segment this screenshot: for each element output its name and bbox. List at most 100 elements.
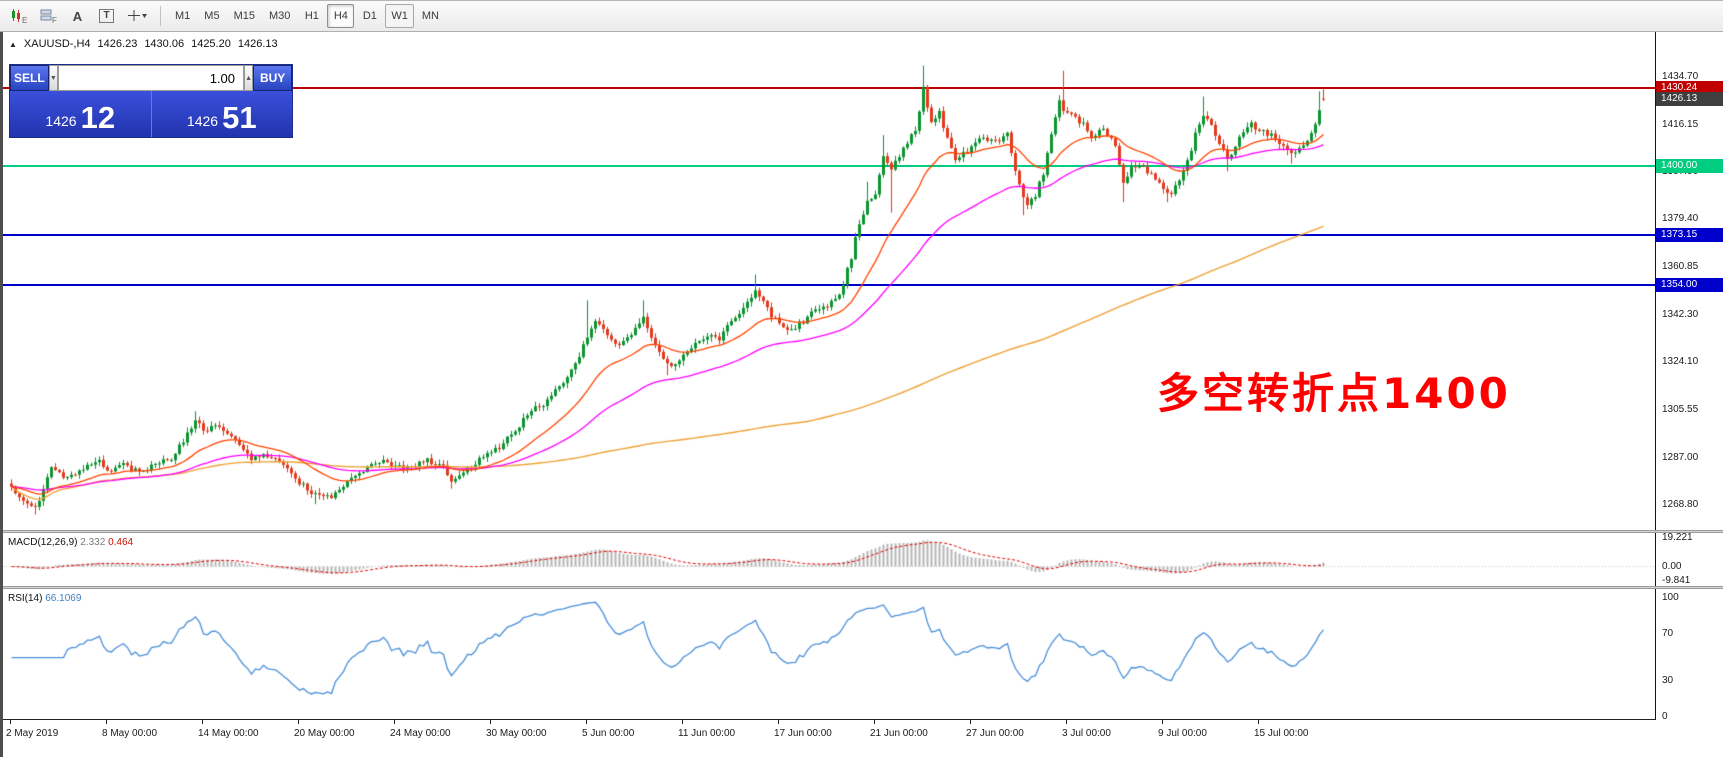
time-axis-tickmark [10, 720, 11, 724]
timeframe-d1[interactable]: D1 [362, 10, 377, 22]
time-axis-label: 15 Jul 00:00 [1254, 728, 1309, 739]
price-axis-tick: 1416.15 [1662, 118, 1699, 130]
ask-price-pips: 51 [222, 100, 257, 135]
symbol-name: XAUUSD-,H4 [23, 38, 91, 50]
time-axis-tickmark [1066, 720, 1067, 724]
svg-text:E: E [22, 16, 27, 24]
time-axis-label: 30 May 00:00 [486, 728, 547, 739]
tile-windows-button[interactable]: F [35, 4, 62, 28]
macd-axis-tick: 0.00 [1662, 560, 1682, 572]
sell-button[interactable]: SELL [10, 65, 49, 91]
bid-price-whole: 1426 [45, 113, 77, 129]
macd-indicator-canvas[interactable] [0, 533, 1655, 586]
bid-ask-divider [150, 91, 152, 137]
time-axis-tickmark [106, 720, 107, 724]
rsi-axis-tick: 100 [1662, 592, 1679, 604]
macd-axis-tick: -9.841 [1662, 575, 1691, 587]
time-axis[interactable]: 2 May 2019 8 May 00:00 14 May 00:00 20 May … [0, 719, 1656, 757]
time-axis-label: 3 Jul 00:00 [1062, 728, 1111, 739]
price-badge-1430.24: 1430.24 [1656, 81, 1723, 96]
time-axis-tickmark [778, 720, 779, 724]
ohlc-high: 1430.06 [144, 38, 185, 50]
pane-separator[interactable] [0, 586, 1723, 589]
timeframe-m1[interactable]: M1 [175, 10, 191, 22]
time-axis-label: 20 May 00:00 [294, 728, 355, 739]
time-axis-label: 8 May 00:00 [102, 728, 158, 739]
volume-input[interactable] [58, 65, 244, 91]
price-axis-tick: 1287.00 [1662, 451, 1699, 463]
time-axis-tickmark [970, 720, 971, 724]
crosshair-tool-button[interactable] [122, 4, 152, 28]
rsi-axis-tick: 30 [1662, 675, 1674, 687]
time-axis-tickmark [1162, 720, 1163, 724]
chart-candles-button[interactable]: E [6, 4, 33, 28]
ohlc-low: 1425.20 [191, 38, 231, 50]
time-axis-label: 9 Jul 00:00 [1158, 728, 1207, 739]
rsi-label: RSI(14) 66.1069 [8, 593, 82, 604]
time-axis-tickmark [298, 720, 299, 724]
rsi-axis-tick: 0 [1662, 710, 1668, 722]
price-badge-1354.00: 1354.00 [1656, 277, 1723, 292]
ohlc-open: 1426.23 [97, 38, 138, 50]
rsi-indicator-canvas[interactable] [0, 589, 1655, 719]
price-axis-tick: 1268.80 [1662, 498, 1699, 510]
price-axis-border [1655, 32, 1656, 720]
rsi-axis-tick: 70 [1662, 627, 1674, 639]
timeframe-w1[interactable]: W1 [385, 4, 414, 28]
price-axis-tick: 1379.40 [1662, 213, 1699, 225]
time-axis-tickmark [490, 720, 491, 724]
time-axis-label: 21 Jun 00:00 [870, 728, 928, 739]
tile-windows-icon: F [40, 9, 57, 24]
ohlc-close: 1426.13 [237, 38, 278, 50]
window-left-edge [0, 32, 3, 757]
chart-candles-icon: E [11, 9, 27, 24]
price-axis-tick: 1324.10 [1662, 356, 1699, 368]
time-axis-label: 17 Jun 00:00 [774, 728, 832, 739]
timeframe-m5[interactable]: M5 [204, 10, 220, 22]
symbol-ohlc-header: ▲ XAUUSD-,H4 1426.23 1430.06 1425.20 142… [9, 38, 278, 50]
timeframe-h4[interactable]: H4 [327, 4, 355, 28]
letter-a-icon: A [72, 8, 83, 24]
price-axis-tick: 1360.85 [1662, 261, 1699, 273]
time-axis-tickmark [394, 720, 395, 724]
time-axis-tickmark [682, 720, 683, 724]
svg-text:F: F [52, 16, 57, 24]
timeframe-m30[interactable]: M30 [268, 10, 291, 22]
price-badge-1373.15: 1373.15 [1656, 228, 1723, 243]
time-axis-label: 11 Jun 00:00 [678, 728, 736, 739]
time-axis-tickmark [586, 720, 587, 724]
timeframe-m15[interactable]: M15 [233, 10, 255, 22]
price-badge-1426.13: 1426.13 [1656, 91, 1723, 106]
toolbar-separator [160, 6, 161, 26]
price-badge-1400.00: 1400.00 [1656, 159, 1723, 174]
time-axis-label: 5 Jun 00:00 [582, 728, 635, 739]
price-axis[interactable]: 1434.701416.151397.901379.401360.851342.… [1656, 0, 1723, 757]
text-label-button[interactable]: T [93, 4, 120, 28]
bid-price-pips: 12 [80, 100, 116, 135]
macd-axis-tick: 19.221 [1662, 531, 1693, 543]
toolbar: E F A T M1 M5 M15 M30 H1 H4 D1 W1 MN [0, 0, 1723, 32]
price-axis-tick: 1434.70 [1662, 70, 1699, 82]
letter-t-icon: T [99, 9, 114, 23]
time-axis-tickmark [1258, 720, 1259, 724]
bid-price[interactable]: 1426 12 [10, 91, 151, 137]
buy-button[interactable]: BUY [253, 65, 292, 91]
timeframe-h1[interactable]: H1 [304, 10, 319, 22]
time-axis-label: 27 Jun 00:00 [966, 728, 1024, 739]
ask-price[interactable]: 1426 51 [152, 91, 293, 137]
time-axis-tickmark [202, 720, 203, 724]
text-annotation-button[interactable]: A [64, 4, 91, 28]
volume-decrease-button[interactable]: ▼ [48, 65, 58, 91]
timeframe-mn[interactable]: MN [421, 10, 439, 22]
volume-increase-button[interactable]: ▲ [244, 65, 254, 91]
pane-separator[interactable] [0, 530, 1723, 533]
time-axis-tickmark [874, 720, 875, 724]
time-axis-label: 2 May 2019 [6, 728, 59, 739]
one-click-trade-panel: SELL ▼ ▲ BUY 1426 12 1426 51 [9, 64, 293, 138]
price-axis-tick: 1342.30 [1662, 309, 1699, 321]
crosshair-tool-icon [128, 10, 147, 21]
macd-label: MACD(12,26,9) 2.332 0.464 [8, 537, 134, 548]
time-axis-label: 14 May 00:00 [198, 728, 259, 739]
chart-annotation-text[interactable]: 多空转折点1400 [1157, 369, 1511, 418]
chart-collapse-icon[interactable]: ▲ [9, 39, 17, 49]
